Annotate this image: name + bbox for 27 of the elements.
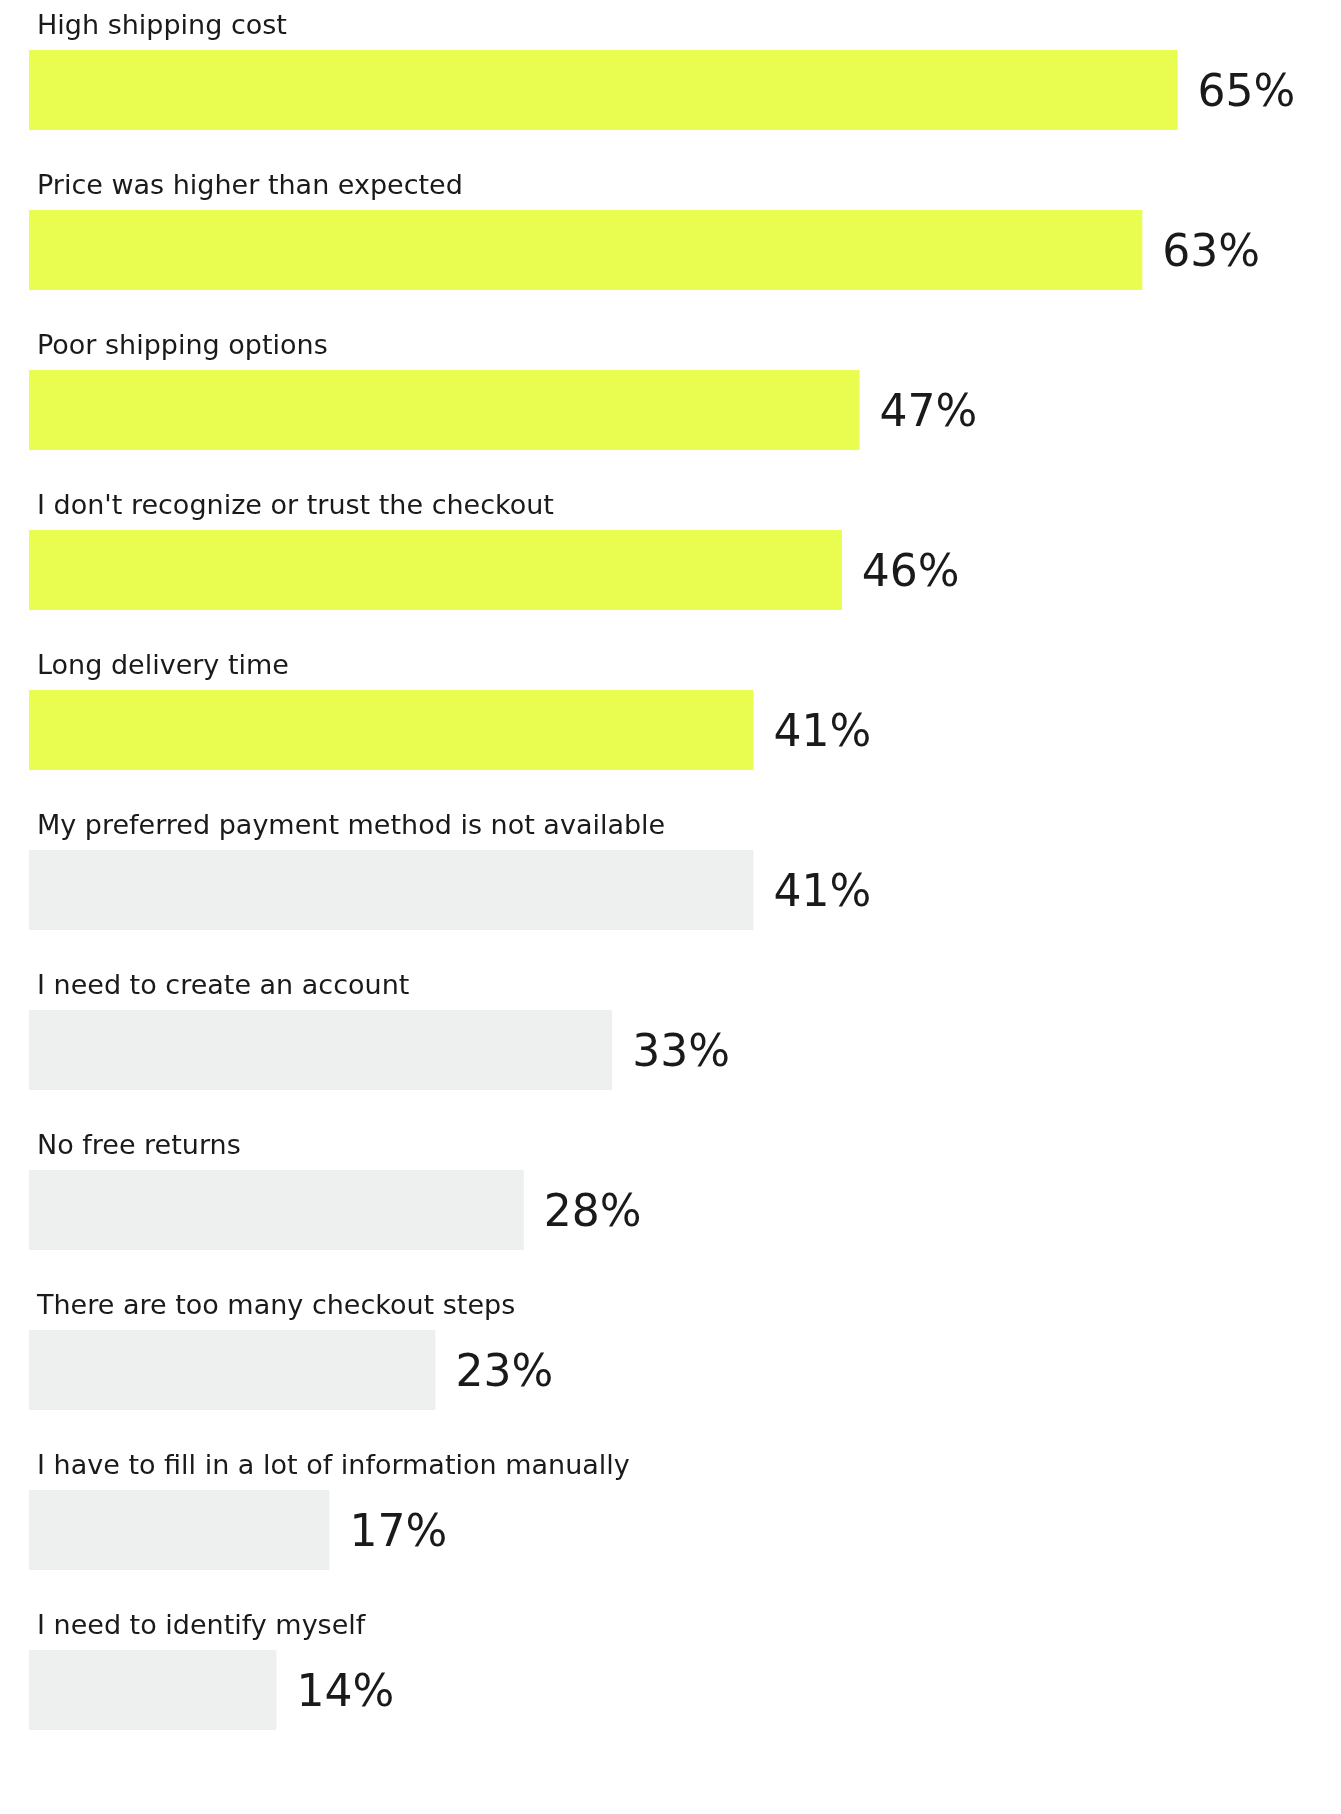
y-tick-label: Long delivery time [37,649,289,680]
data-label: 63% [1162,224,1261,276]
data-label: 65% [1197,64,1296,116]
y-tick-label: I need to create an account [37,969,410,1000]
data-label: 28% [543,1184,642,1236]
y-tick-label: I don't recognize or trust the checkout [37,489,554,520]
y-tick-label: Price was higher than expected [37,169,463,200]
y-tick-label: I need to identify myself [37,1609,367,1640]
y-tick-label: Poor shipping options [37,329,328,360]
data-label: 46% [861,544,960,596]
y-tick-label: High shipping cost [37,9,287,40]
data-label: 41% [773,864,872,916]
bar [29,50,1178,130]
y-tick-label: No free returns [37,1129,241,1160]
bar [29,690,754,770]
data-label: 17% [349,1504,448,1556]
data-label: 23% [455,1344,554,1396]
y-tick-label: My preferred payment method is not available [37,809,666,840]
bar [29,210,1143,290]
data-label: 33% [632,1024,730,1076]
y-tick-label: There are too many checkout steps [36,1289,516,1320]
data-label: 41% [773,704,872,756]
bar [29,370,860,450]
y-tick-label: I have to fill in a lot of information manually [37,1449,630,1480]
data-label: 47% [879,384,978,436]
bar [29,530,842,610]
data-label: 14% [296,1664,395,1716]
